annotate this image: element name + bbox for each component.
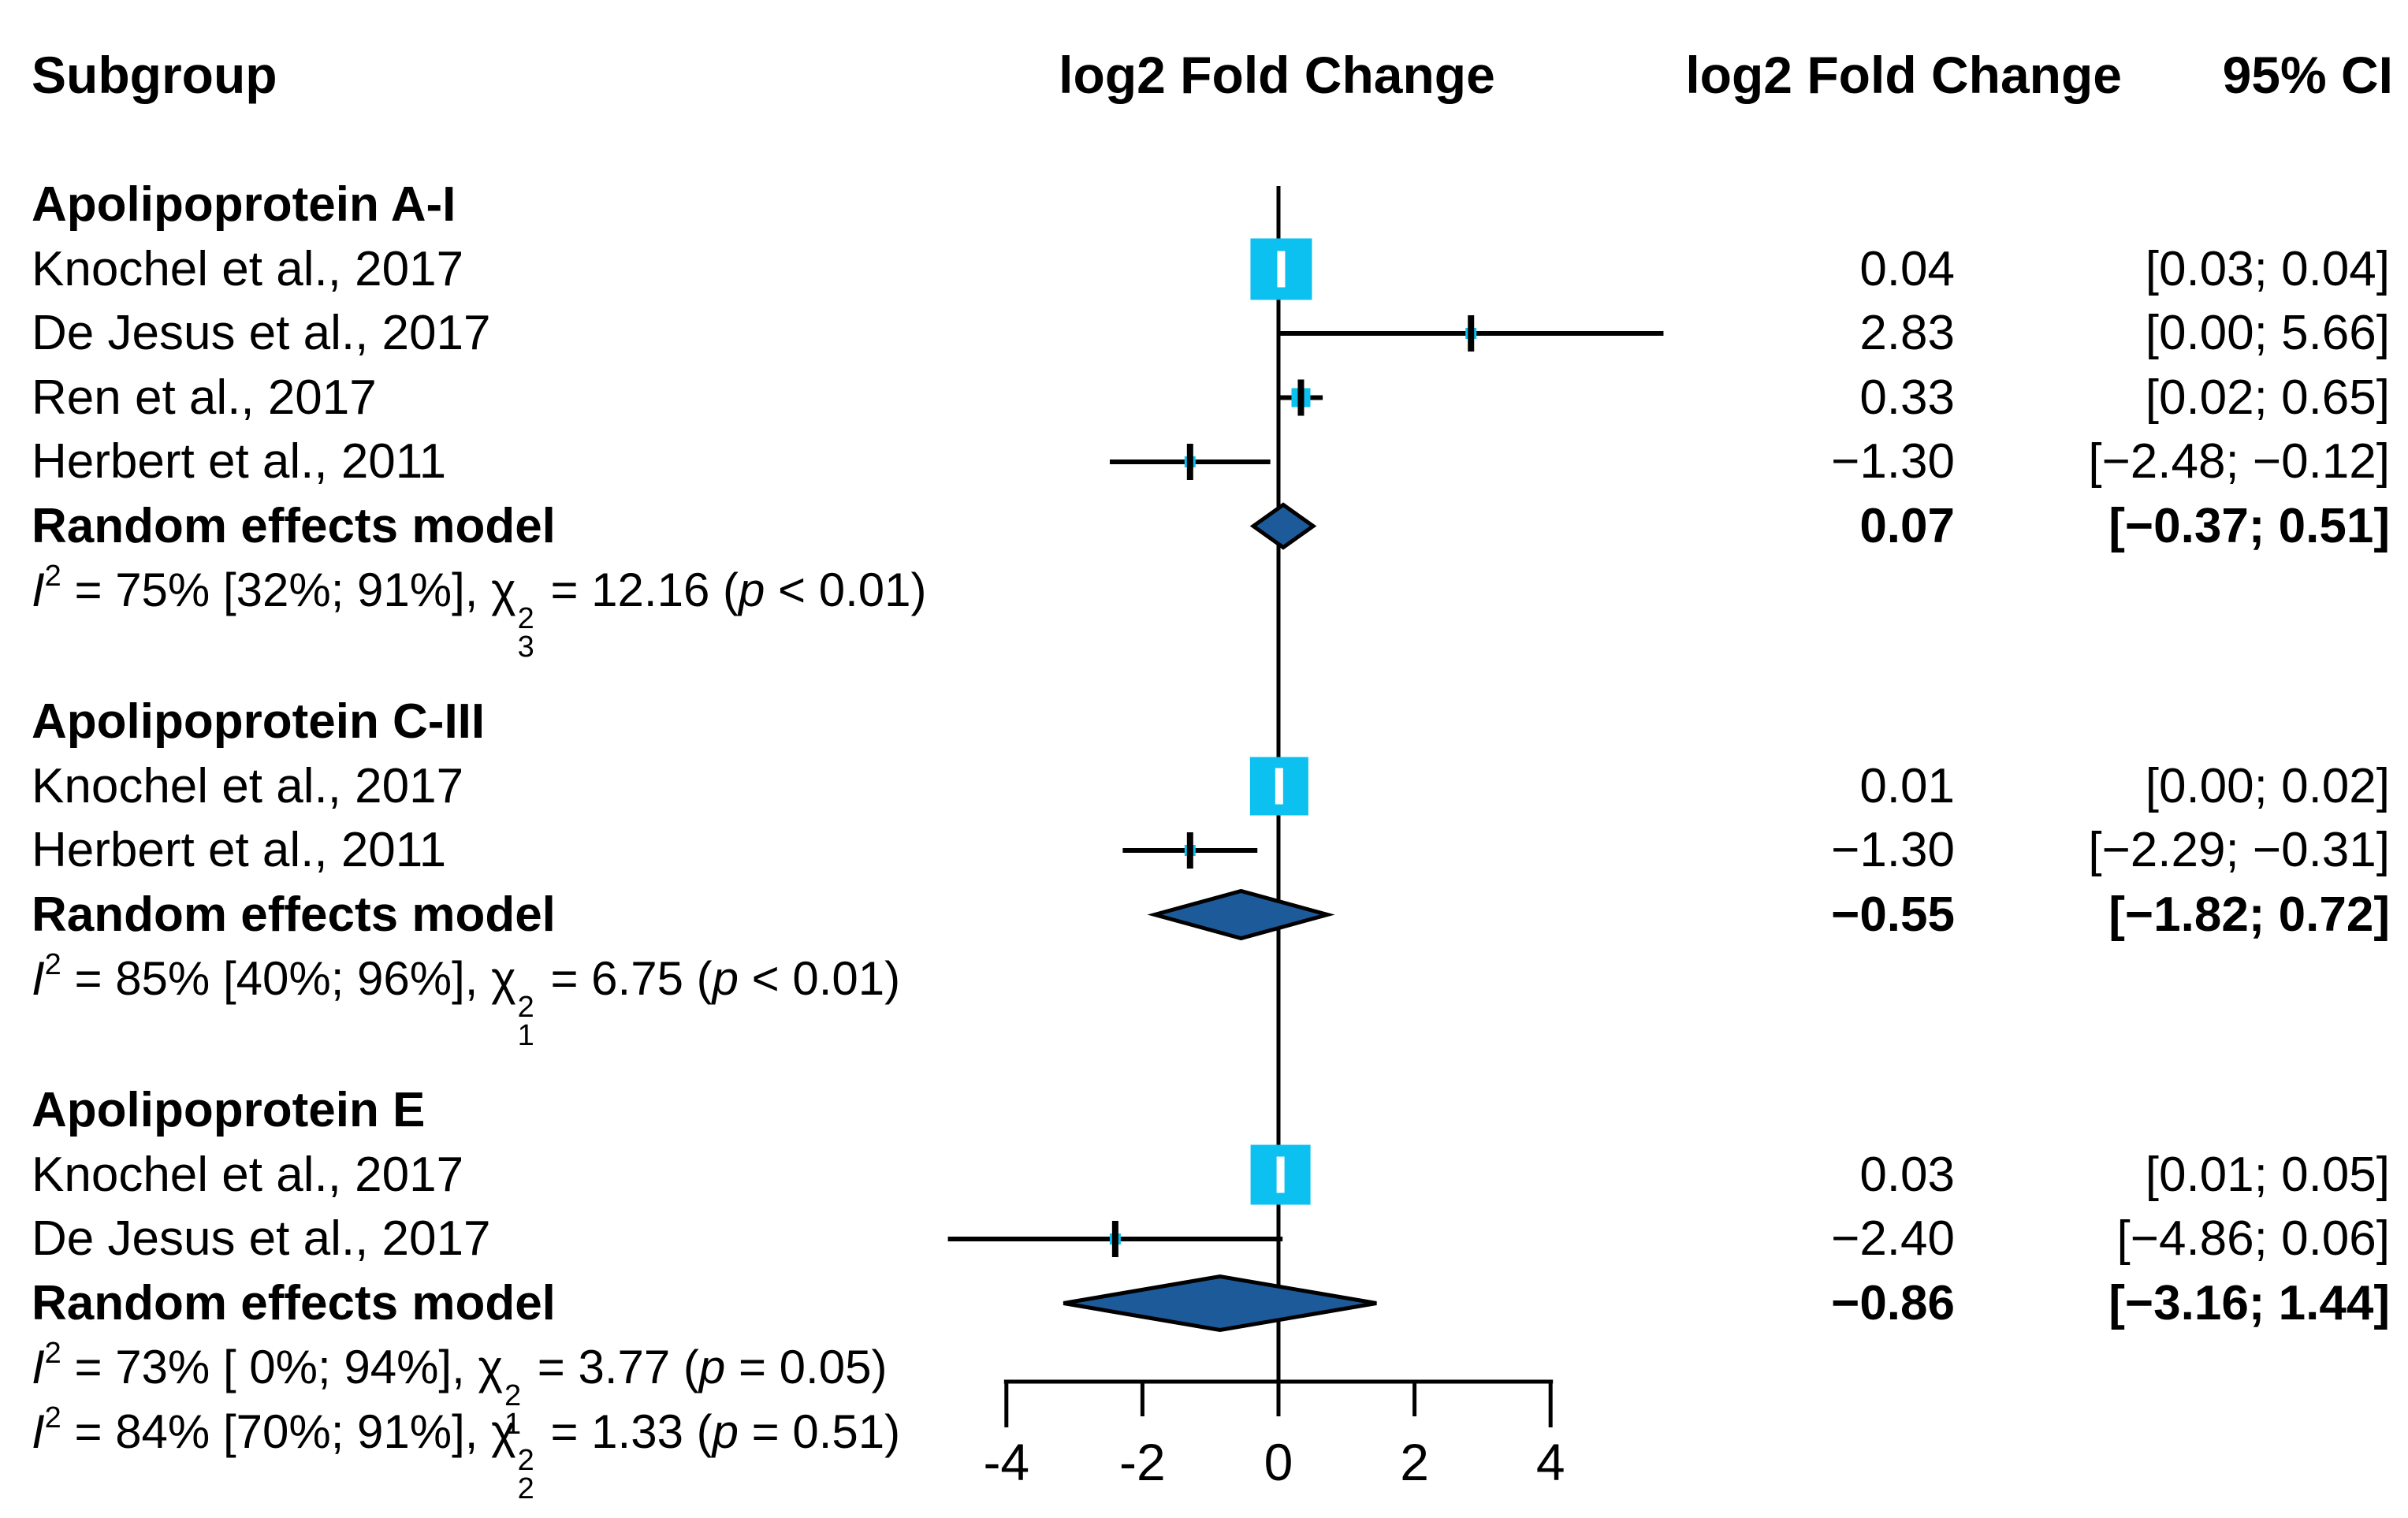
point-estimate-tick <box>1297 379 1304 416</box>
i-squared-symbol: I <box>32 952 45 1005</box>
study-effect-value: 2.83 <box>1859 306 1955 360</box>
point-estimate-tick <box>1186 444 1193 480</box>
i-squared-exponent: 2 <box>44 1401 61 1434</box>
p-symbol: p <box>698 1341 726 1393</box>
x-tick-label: -4 <box>983 1433 1029 1491</box>
study-effect-value: 0.04 <box>1859 241 1955 296</box>
i-squared-exponent: 2 <box>44 560 61 593</box>
study-ci-value: [0.03; 0.04] <box>2145 241 2390 296</box>
i-squared-exponent: 2 <box>44 1337 61 1370</box>
column-header-subgroup: Subgroup <box>32 46 277 104</box>
study-effect-value: 0.03 <box>1859 1147 1955 1202</box>
point-estimate-tick <box>1275 768 1283 805</box>
study-ci-value: [0.01; 0.05] <box>2145 1147 2390 1202</box>
study-ci-value: [−2.48; −0.12] <box>2088 434 2390 489</box>
summary-diamond <box>1147 888 1335 941</box>
random-effects-ci-value: [−1.82; 0.72] <box>2108 887 2390 942</box>
random-effects-ci-value: [−0.37; 0.51] <box>2108 498 2390 553</box>
point-estimate-tick <box>1276 1156 1285 1193</box>
x-tick-label: 4 <box>1536 1433 1565 1491</box>
point-estimate-tick <box>1111 1221 1118 1257</box>
x-tick-label: 0 <box>1264 1433 1293 1491</box>
random-effects-label: Random effects model <box>32 498 556 553</box>
i-squared-symbol: I <box>32 564 45 616</box>
study-label: De Jesus et al., 2017 <box>32 1211 491 1266</box>
study-label: Knochel et al., 2017 <box>32 241 464 296</box>
p-symbol: p <box>712 1405 739 1458</box>
summary-diamond <box>1063 1274 1377 1333</box>
study-effect-value: −2.40 <box>1831 1211 1955 1266</box>
point-estimate-tick <box>1468 315 1475 352</box>
study-ci-value: [0.00; 0.02] <box>2145 758 2390 813</box>
summary-diamond <box>1249 502 1317 550</box>
section-heading: Apolipoprotein C-III <box>32 694 486 749</box>
study-effect-value: 0.01 <box>1859 758 1955 813</box>
study-effect-value: −1.30 <box>1831 434 1955 489</box>
study-label: De Jesus et al., 2017 <box>32 306 491 360</box>
point-estimate-tick <box>1186 832 1193 869</box>
study-effect-value: 0.33 <box>1859 370 1955 425</box>
study-label: Herbert et al., 2011 <box>32 434 447 489</box>
column-header-plot: log2 Fold Change <box>1059 46 1495 104</box>
column-header-ci: 95% CI <box>2222 46 2393 104</box>
random-effects-effect-value: −0.55 <box>1831 887 1955 942</box>
random-effects-ci-value: [−3.16; 1.44] <box>2108 1275 2390 1330</box>
column-header-effect: log2 Fold Change <box>1685 46 2122 104</box>
random-effects-effect-value: −0.86 <box>1831 1275 1955 1330</box>
x-tick-label: -2 <box>1119 1433 1166 1491</box>
random-effects-label: Random effects model <box>32 887 556 942</box>
study-ci-value: [−2.29; −0.31] <box>2088 823 2390 877</box>
section-heading: Apolipoprotein A-I <box>32 177 456 232</box>
study-label: Knochel et al., 2017 <box>32 1147 464 1202</box>
i-squared-symbol: I <box>32 1405 45 1458</box>
study-ci-value: [0.00; 5.66] <box>2145 306 2390 360</box>
i-squared-symbol: I <box>32 1341 45 1393</box>
random-effects-effect-value: 0.07 <box>1859 498 1955 553</box>
study-ci-value: [0.02; 0.65] <box>2145 370 2390 425</box>
section-heading: Apolipoprotein E <box>32 1083 426 1137</box>
i-squared-exponent: 2 <box>44 948 61 981</box>
p-symbol: p <box>712 952 739 1005</box>
study-label: Herbert et al., 2011 <box>32 823 447 877</box>
random-effects-label: Random effects model <box>32 1275 556 1330</box>
p-symbol: p <box>738 564 765 616</box>
study-ci-value: [−4.86; 0.06] <box>2116 1211 2390 1266</box>
study-label: Ren et al., 2017 <box>32 370 377 425</box>
study-label: Knochel et al., 2017 <box>32 758 464 813</box>
point-estimate-tick <box>1277 251 1286 288</box>
x-tick-label: 2 <box>1400 1433 1429 1491</box>
study-effect-value: −1.30 <box>1831 823 1955 877</box>
